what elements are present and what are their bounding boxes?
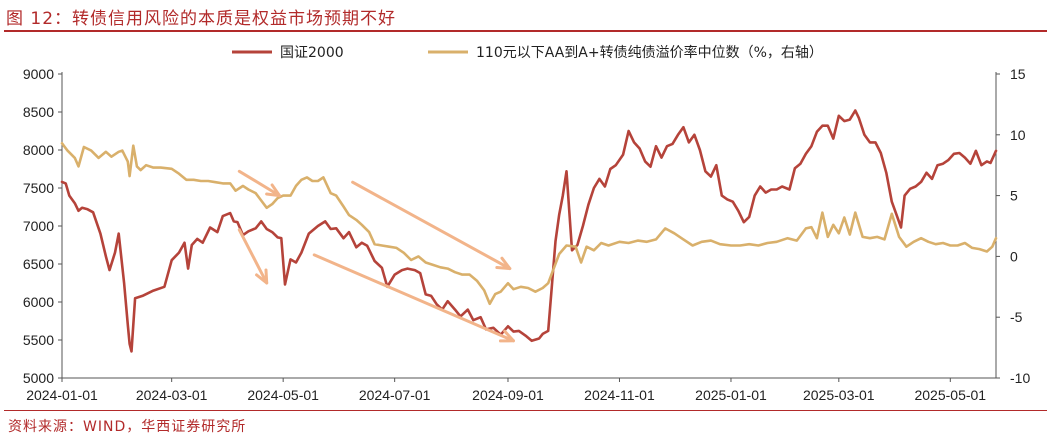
chart-legend: 国证2000 110元以下AA到A+转债纯债溢价率中位数（%，右轴） <box>232 44 823 61</box>
trend-arrow-head <box>265 183 282 198</box>
y-left-tick-label: 7000 <box>23 218 54 234</box>
y-left-tick-label: 9000 <box>23 66 54 82</box>
series-guozheng2000 <box>60 109 998 353</box>
y-left-tick-label: 8000 <box>23 142 54 158</box>
x-tick-label: 2024-01-01 <box>26 387 98 403</box>
trend-arrow-head <box>255 268 269 285</box>
x-tick-label: 2024-11-01 <box>584 387 655 403</box>
y-left-tick-label: 6000 <box>23 294 54 310</box>
trend-arrow-head <box>498 329 515 343</box>
trend-arrow-head <box>495 256 512 271</box>
source-note: 资料来源：WIND，华西证券研究所 <box>8 419 247 435</box>
legend-label-guozheng2000: 国证2000 <box>280 45 344 61</box>
series-line-premium-median <box>60 142 998 306</box>
x-tick-label: 2024-03-01 <box>136 387 208 403</box>
page-title: 图 12：转债信用风险的本质是权益市场预期不好 <box>6 9 397 29</box>
x-tick-label: 2024-07-01 <box>359 387 431 403</box>
chart-axes: 9000 8500 8000 7500 7000 6500 6000 5500 5000 15 10… <box>23 66 1031 403</box>
y-right-tick-label: 0 <box>1010 248 1018 264</box>
series-line-guozheng2000 <box>60 109 998 353</box>
y-right-tick-label: 5 <box>1010 188 1018 204</box>
y-right-tick-label: -10 <box>1010 370 1030 386</box>
y-left-tick-label: 6500 <box>23 256 54 272</box>
trend-arrow-shaft <box>351 180 512 271</box>
x-tick-label: 2025-03-01 <box>803 387 875 403</box>
trend-arrows <box>237 169 515 343</box>
x-tick-label: 2024-05-01 <box>247 387 319 403</box>
x-tick-label: 2024-09-01 <box>472 387 544 403</box>
x-tick-label: 2025-01-01 <box>695 387 767 403</box>
y-left-tick-label: 5000 <box>23 370 54 386</box>
series-premium-median <box>60 142 998 306</box>
y-left-tick-label: 8500 <box>23 104 54 120</box>
y-left-tick-label: 5500 <box>23 332 54 348</box>
trend-arrow-shaft <box>312 253 515 343</box>
y-right-tick-label: 15 <box>1010 66 1026 82</box>
trend-arrow-shaft <box>237 228 269 285</box>
y-right-tick-label: 10 <box>1010 127 1026 143</box>
trend-arrow-shaft <box>237 169 282 198</box>
source-divider <box>4 410 1047 411</box>
title-divider <box>4 30 1047 32</box>
y-right-tick-label: -5 <box>1010 309 1023 325</box>
x-tick-label: 2025-05-01 <box>914 387 986 403</box>
y-left-tick-label: 7500 <box>23 180 54 196</box>
legend-label-premium-median: 110元以下AA到A+转债纯债溢价率中位数（%，右轴） <box>476 44 823 61</box>
